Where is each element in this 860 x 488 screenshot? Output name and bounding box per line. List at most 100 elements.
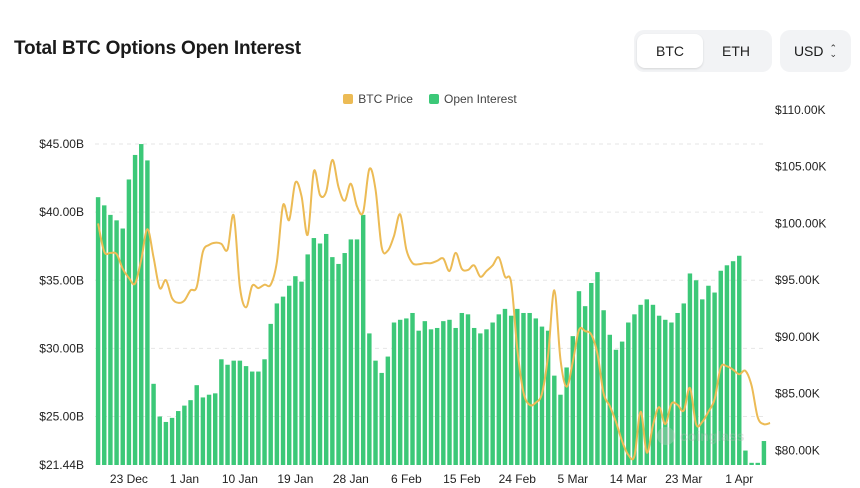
oi-bar[interactable] (348, 239, 354, 465)
oi-bar[interactable] (354, 239, 360, 465)
oi-bar[interactable] (700, 299, 705, 465)
oi-bar[interactable] (496, 314, 502, 465)
oi-bar[interactable] (219, 359, 224, 465)
oi-bar[interactable] (379, 372, 384, 465)
oi-bar[interactable] (323, 233, 329, 465)
oi-bar[interactable] (194, 385, 199, 465)
oi-bar[interactable] (145, 160, 150, 465)
oi-bar[interactable] (619, 341, 625, 465)
oi-bar[interactable] (367, 333, 372, 465)
oi-bar[interactable] (139, 144, 144, 465)
oi-bar[interactable] (471, 327, 477, 465)
oi-bar[interactable] (231, 360, 236, 465)
oi-bar[interactable] (761, 441, 767, 465)
oi-bar[interactable] (188, 400, 193, 465)
oi-bar[interactable] (237, 360, 243, 465)
oi-bar[interactable] (607, 334, 613, 465)
oi-bar[interactable] (693, 280, 699, 465)
oi-bar[interactable] (200, 397, 206, 465)
oi-bar[interactable] (638, 304, 643, 465)
oi-bar[interactable] (293, 276, 298, 465)
oi-bar[interactable] (249, 371, 255, 465)
oi-bar[interactable] (687, 273, 693, 465)
oi-bar[interactable] (484, 329, 489, 465)
oi-bar[interactable] (132, 154, 138, 465)
oi-bar[interactable] (102, 205, 107, 465)
oi-bar[interactable] (176, 411, 181, 465)
oi-bar[interactable] (441, 321, 446, 465)
oi-bar[interactable] (286, 285, 292, 465)
oi-bar[interactable] (582, 306, 588, 465)
oi-bar[interactable] (459, 312, 465, 465)
oi-bar[interactable] (545, 330, 551, 465)
oi-bar[interactable] (632, 314, 637, 465)
oi-bar[interactable] (656, 315, 662, 465)
oi-bar[interactable] (317, 243, 323, 465)
oi-bar[interactable] (360, 214, 366, 465)
legend-item-price[interactable]: BTC Price (343, 92, 413, 106)
oi-bar[interactable] (169, 417, 175, 465)
oi-bar[interactable] (434, 327, 440, 465)
oi-bar[interactable] (342, 253, 347, 465)
oi-bar[interactable] (552, 375, 557, 465)
oi-bar[interactable] (650, 304, 656, 465)
oi-bar[interactable] (225, 364, 230, 465)
oi-bar[interactable] (527, 312, 532, 465)
oi-bar[interactable] (613, 349, 619, 465)
oi-bar[interactable] (663, 319, 668, 465)
oi-bar[interactable] (730, 261, 736, 465)
oi-bar[interactable] (490, 322, 495, 465)
oi-bar[interactable] (749, 462, 754, 465)
oi-bar[interactable] (391, 322, 397, 465)
oi-bar[interactable] (95, 197, 101, 466)
oi-bar[interactable] (305, 254, 310, 465)
oi-bar[interactable] (515, 308, 520, 465)
oi-bar[interactable] (114, 220, 119, 465)
oi-bar[interactable] (274, 303, 280, 465)
oi-bar[interactable] (280, 296, 286, 465)
eth-toggle-button[interactable]: ETH (722, 43, 750, 59)
oi-bar[interactable] (737, 255, 742, 465)
oi-bar[interactable] (706, 285, 711, 465)
oi-bar[interactable] (558, 394, 563, 465)
price-line[interactable] (97, 158, 771, 461)
oi-bar[interactable] (243, 366, 249, 465)
oi-bar[interactable] (724, 265, 730, 465)
oi-bar[interactable] (299, 281, 304, 465)
oi-bar[interactable] (256, 371, 261, 465)
oi-bar[interactable] (570, 336, 576, 465)
oi-bar[interactable] (163, 421, 169, 465)
oi-bar[interactable] (330, 257, 335, 465)
oi-bar[interactable] (576, 291, 582, 465)
oi-bar[interactable] (743, 450, 748, 465)
oi-bar[interactable] (681, 303, 686, 465)
oi-bar[interactable] (385, 356, 391, 465)
legend-item-oi[interactable]: Open Interest (428, 92, 517, 106)
oi-bar[interactable] (669, 322, 674, 465)
oi-bar[interactable] (213, 393, 218, 465)
oi-bar[interactable] (508, 315, 514, 465)
oi-bar[interactable] (336, 263, 341, 465)
oi-bar[interactable] (422, 321, 428, 465)
oi-bar[interactable] (453, 327, 458, 465)
oi-bar[interactable] (410, 312, 415, 465)
oi-bar[interactable] (675, 312, 680, 465)
oi-bar[interactable] (564, 367, 569, 465)
oi-bar[interactable] (262, 359, 267, 465)
oi-bar[interactable] (447, 319, 452, 465)
oi-bar[interactable] (478, 333, 483, 465)
btc-toggle-button[interactable]: BTC (637, 34, 703, 68)
oi-bar[interactable] (373, 360, 378, 465)
oi-bar[interactable] (182, 405, 187, 465)
oi-bar[interactable] (397, 319, 403, 465)
oi-bar[interactable] (151, 383, 156, 465)
oi-bar[interactable] (626, 322, 631, 465)
oi-bar[interactable] (206, 394, 212, 465)
oi-bar[interactable] (465, 314, 471, 465)
oi-bar[interactable] (755, 462, 760, 465)
oi-bar[interactable] (644, 299, 649, 465)
oi-bar[interactable] (595, 272, 600, 465)
oi-bar[interactable] (108, 214, 113, 465)
oi-bar[interactable] (404, 318, 409, 465)
currency-select[interactable]: USD ⌃ ⌄ (780, 30, 851, 72)
